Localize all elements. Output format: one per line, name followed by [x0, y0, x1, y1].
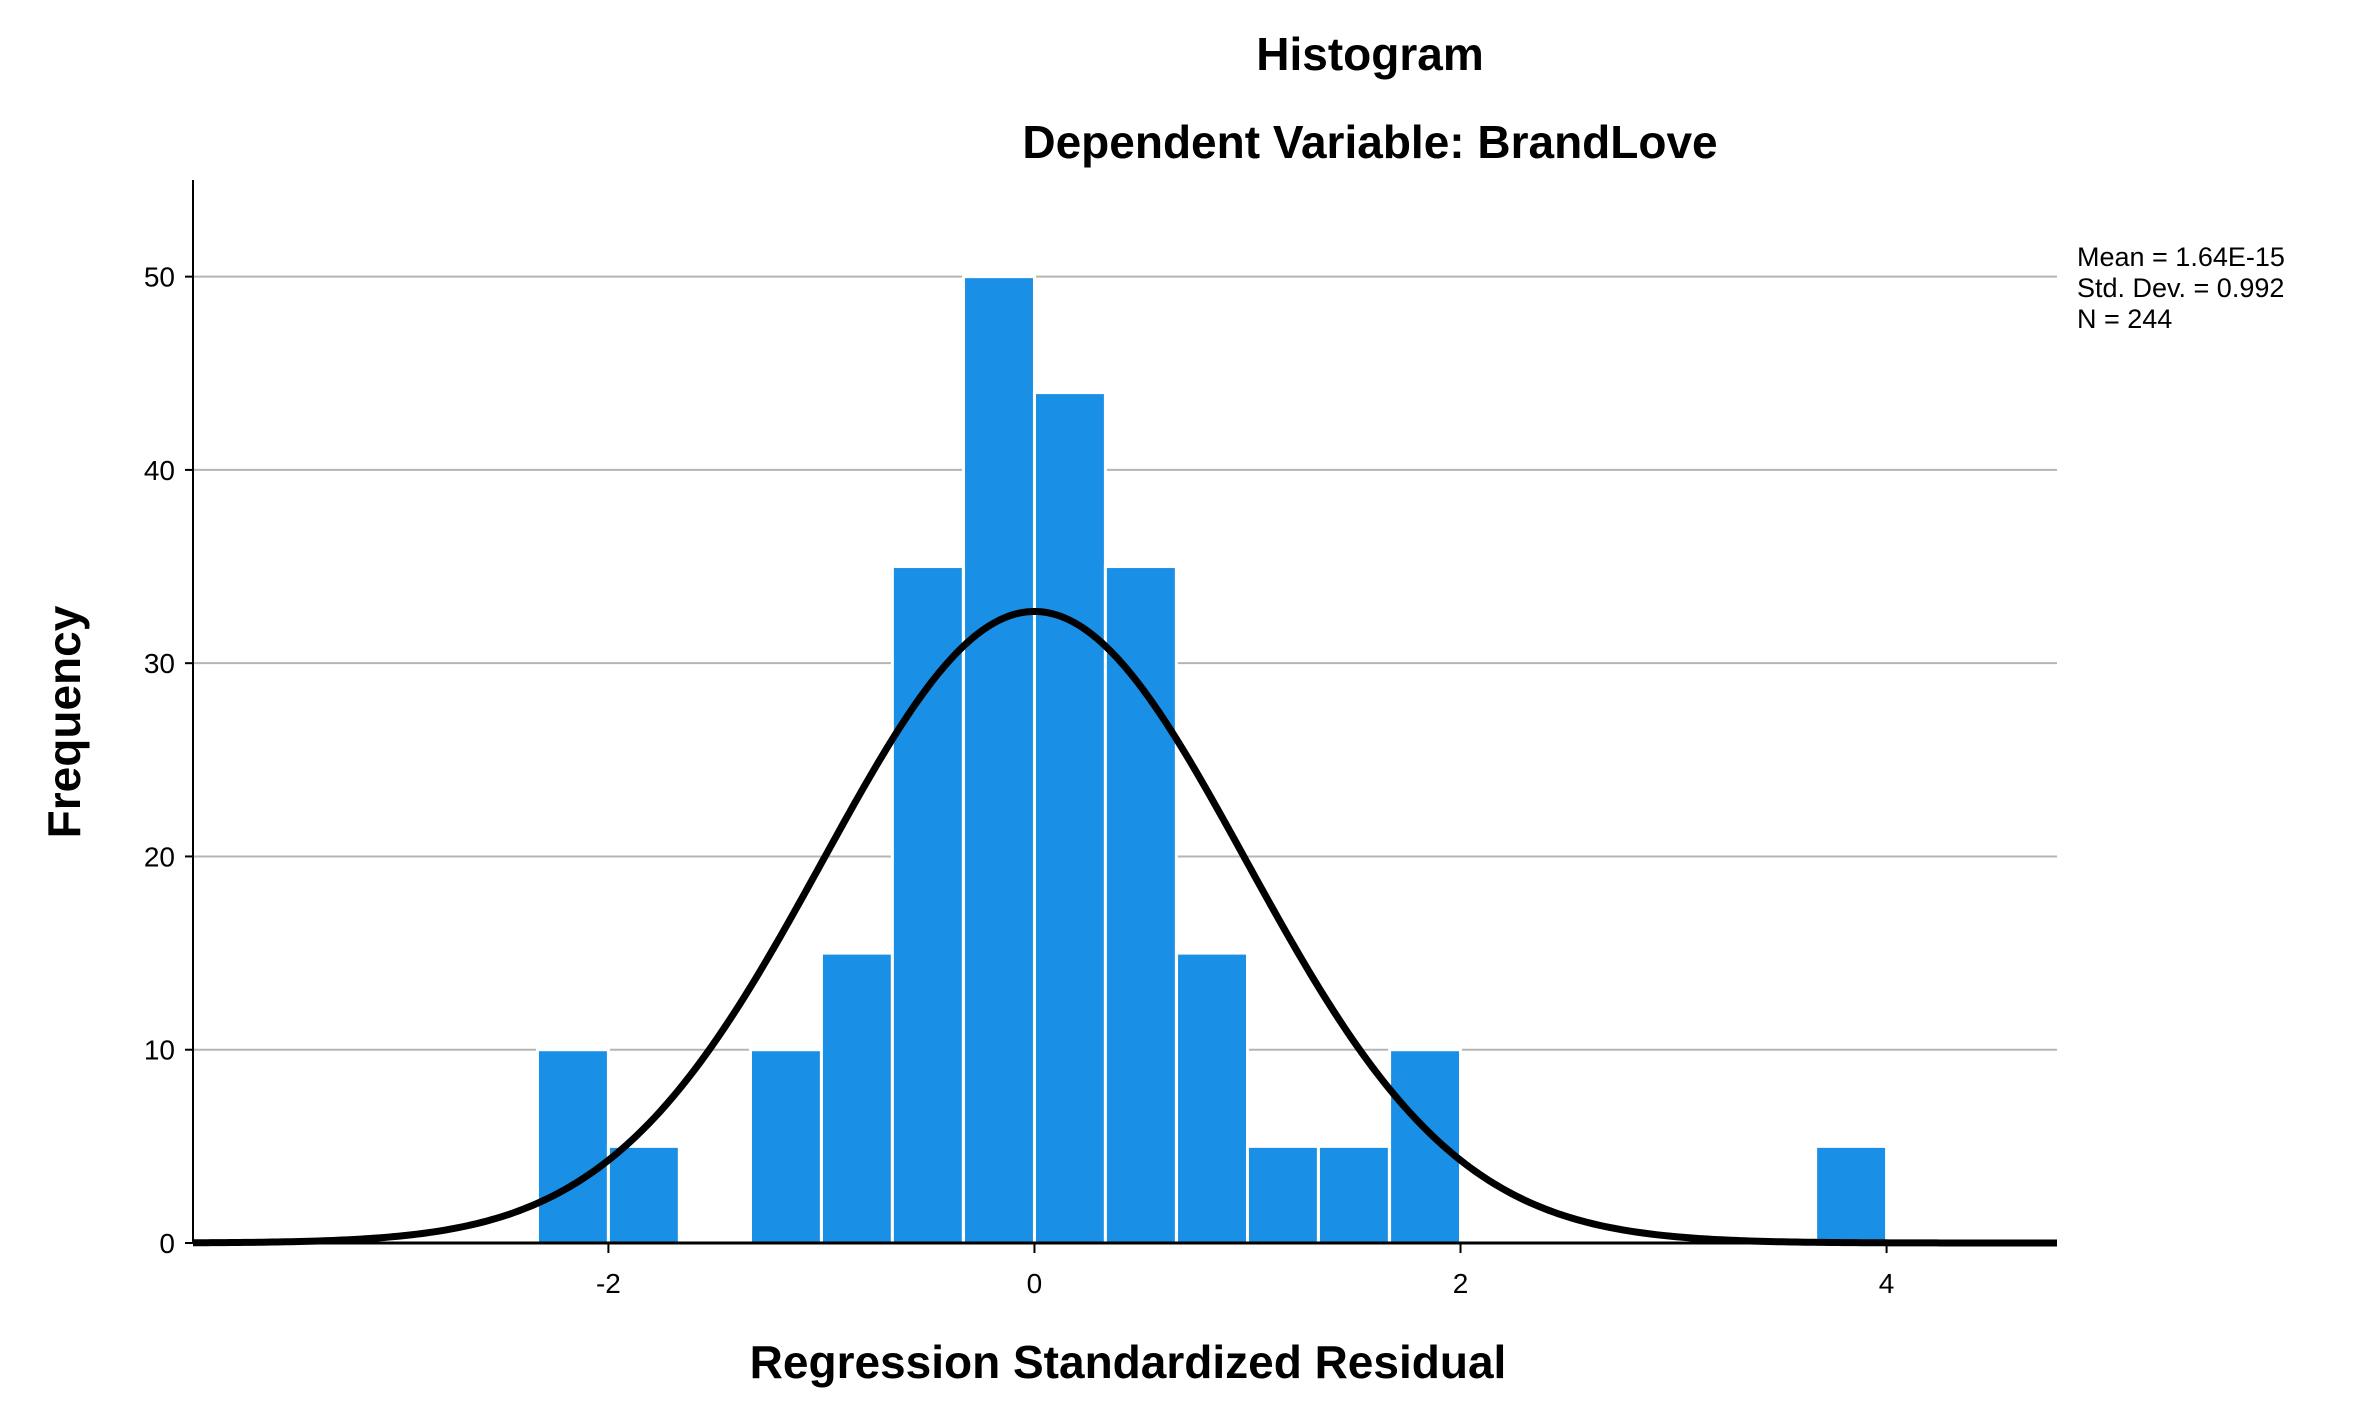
chart-subtitle: Dependent Variable: BrandLove [1022, 116, 1717, 168]
normal-curve [192, 607, 2057, 1247]
x-tick-label-1: 0 [1027, 1268, 1043, 1299]
histogram-bar-2 [748, 1048, 823, 1245]
histogram-bar-11 [1388, 1048, 1463, 1245]
normal-curve-layer [192, 607, 2057, 1247]
y-tick-label-0: 0 [159, 1228, 175, 1259]
histogram-bar-8 [1175, 951, 1249, 1245]
histogram-bar-3 [819, 951, 894, 1245]
histogram-bar-6 [1032, 391, 1107, 1245]
histogram-bar-7 [1103, 565, 1178, 1245]
histogram-bar-0 [535, 1048, 610, 1245]
y-tick-label-20: 20 [144, 841, 175, 872]
y-axis-label: Frequency [38, 605, 90, 838]
y-tick-label-50: 50 [144, 262, 175, 293]
y-tick-label-10: 10 [144, 1035, 175, 1066]
histogram-bar-9 [1245, 1144, 1320, 1245]
chart-title: Histogram [1256, 28, 1483, 80]
stats-line-0: Mean = 1.64E-15 [2077, 242, 2285, 272]
stats-line-1: Std. Dev. = 0.992 [2077, 273, 2284, 303]
x-tick-label-2: 2 [1453, 1268, 1469, 1299]
histogram-bar-5 [962, 275, 1036, 1245]
histogram-bar-4 [890, 565, 965, 1245]
stats-line-2: N = 244 [2077, 304, 2172, 334]
y-tick-label-30: 30 [144, 648, 175, 679]
axes [192, 180, 2057, 1245]
x-tick-label-0: -2 [596, 1268, 621, 1299]
y-tick-label-40: 40 [144, 455, 175, 486]
tick-labels: 0 10 20 30 40 50 -2 0 2 4 [144, 262, 1895, 1299]
x-axis-label: Regression Standardized Residual [750, 1336, 1507, 1388]
histogram-bar-1 [606, 1144, 681, 1245]
histogram-bar-10 [1316, 1144, 1391, 1245]
x-tick-label-3: 4 [1879, 1268, 1895, 1299]
histogram-bar-12 [1814, 1144, 1889, 1245]
histogram-bars [535, 275, 1889, 1245]
